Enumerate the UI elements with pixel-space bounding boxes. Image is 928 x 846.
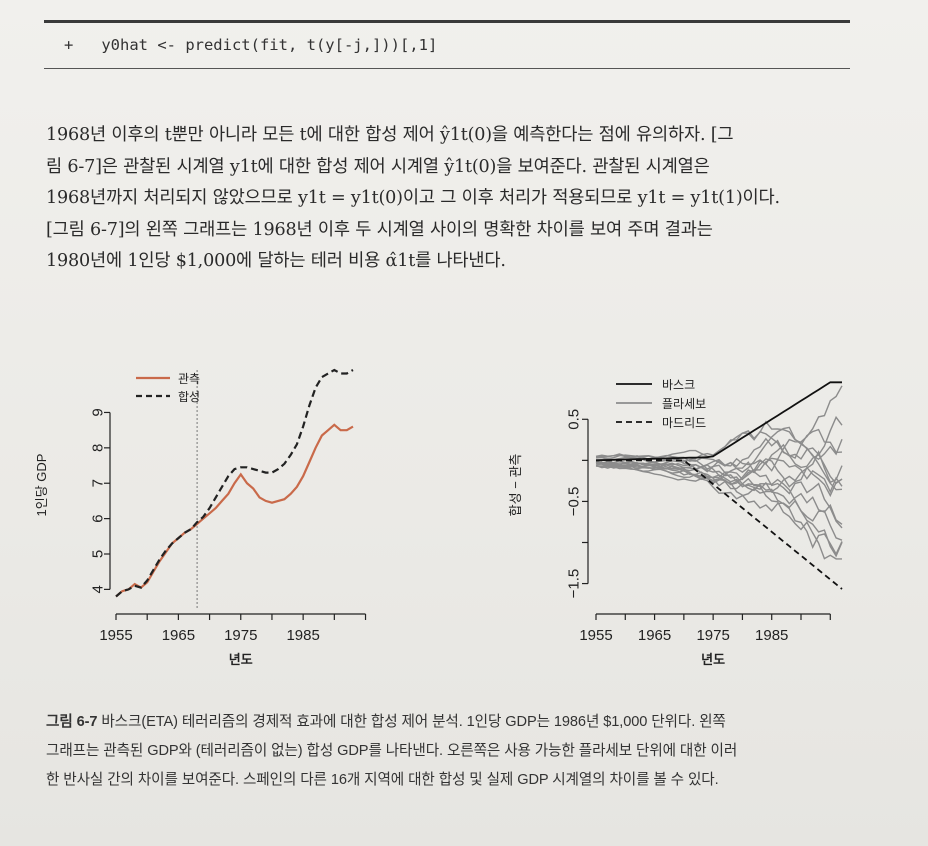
y-tick-label: −0.5 <box>566 487 583 517</box>
madrid-line <box>596 459 843 590</box>
x-tick-label: 1955 <box>99 627 132 644</box>
y-tick-label: 7 <box>90 479 107 487</box>
caption-figure-label: 그림 6-7 <box>46 714 98 730</box>
caption-text-1: 바스크(ETA) 테러리즘의 경제적 효과에 대한 합성 제어 분석. 1인당 … <box>97 714 726 730</box>
x-tick-label: 1975 <box>224 627 257 644</box>
x-tick-label: 1985 <box>755 627 788 644</box>
y-axis-label: 1인당 GDP <box>34 454 49 517</box>
legend-label: 플라세보 <box>662 397 706 411</box>
y-tick-label: 5 <box>90 550 107 558</box>
caption-line-3: 한 반사실 간의 차이를 보여준다. 스페인의 다른 16개 지역에 대한 합성… <box>46 772 719 788</box>
y-tick-label: 6 <box>90 514 107 522</box>
placebo-line <box>595 453 843 558</box>
body-line-3: 1968년까지 처리되지 않았으므로 y1t = y1t(0)이고 그 이후 처… <box>46 188 780 208</box>
body-line-2: 림 6-7]은 관찰된 시계열 y1t에 대한 합성 제어 시계열 ŷ1t(0)… <box>46 156 710 177</box>
x-tick-label: 1975 <box>696 627 729 644</box>
caption-line-1: 그림 6-7 바스크(ETA) 테러리즘의 경제적 효과에 대한 합성 제어 분… <box>46 708 856 737</box>
placebo-line <box>595 428 843 460</box>
body-line-5: 1980년에 1인당 $1,000에 달하는 테러 비용 α̂1t를 나타낸다. <box>46 251 506 271</box>
figure-caption: 그림 6-7 바스크(ETA) 테러리즘의 경제적 효과에 대한 합성 제어 분… <box>46 708 856 795</box>
placebo-line <box>595 461 843 529</box>
x-tick-label: 1965 <box>638 627 671 644</box>
x-axis-label: 년도 <box>229 652 253 667</box>
y-tick-label: 4 <box>90 585 107 593</box>
code-block-bottom-rule <box>44 68 850 69</box>
x-axis-label: 년도 <box>701 652 725 667</box>
code-line: + y0hat <- predict(fit, t(y[-j,]))[,1] <box>64 36 438 54</box>
caption-line-2: 그래프는 관측된 GDP와 (테러리즘이 없는) 합성 GDP를 나타낸다. 오… <box>46 743 738 759</box>
y-axis-label: 합성 − 관측 <box>508 454 523 517</box>
code-block-top-rule <box>44 20 850 23</box>
placebo-diff-chart: −1.5 −0.5 0.5 합성 − 관측 1955 1965 1975 1985 년도 바스크플… <box>508 378 843 667</box>
y-tick-label: 8 <box>90 444 107 452</box>
y-tick-label: 0.5 <box>566 409 583 430</box>
series-synthetic-line <box>115 368 354 598</box>
legend-label: 관측 <box>178 372 200 386</box>
y-tick-label: 9 <box>90 408 107 416</box>
body-paragraph: 1968년 이후의 t뿐만 아니라 모든 t에 대한 합성 제어 ŷ1t(0)을… <box>46 120 852 278</box>
x-tick-label: 1965 <box>162 627 195 644</box>
body-line-1: 1968년 이후의 t뿐만 아니라 모든 t에 대한 합성 제어 ŷ1t(0)을… <box>46 125 734 145</box>
placebo-line <box>595 415 843 482</box>
placebo-line <box>595 437 843 485</box>
series-observed-line <box>115 423 354 598</box>
body-line-4: [그림 6-7]의 왼쪽 그래프는 1968년 이후 두 시계열 사이의 명확한… <box>46 219 713 240</box>
legend-label: 합성 <box>178 390 200 404</box>
x-tick-label: 1955 <box>579 627 612 644</box>
basque-line <box>595 381 842 462</box>
legend-label: 마드리드 <box>662 416 706 430</box>
placebo-line <box>595 450 843 500</box>
legend-label: 바스크 <box>662 378 695 392</box>
y-tick-label: −1.5 <box>566 569 583 599</box>
x-tick-label: 1985 <box>286 627 319 644</box>
